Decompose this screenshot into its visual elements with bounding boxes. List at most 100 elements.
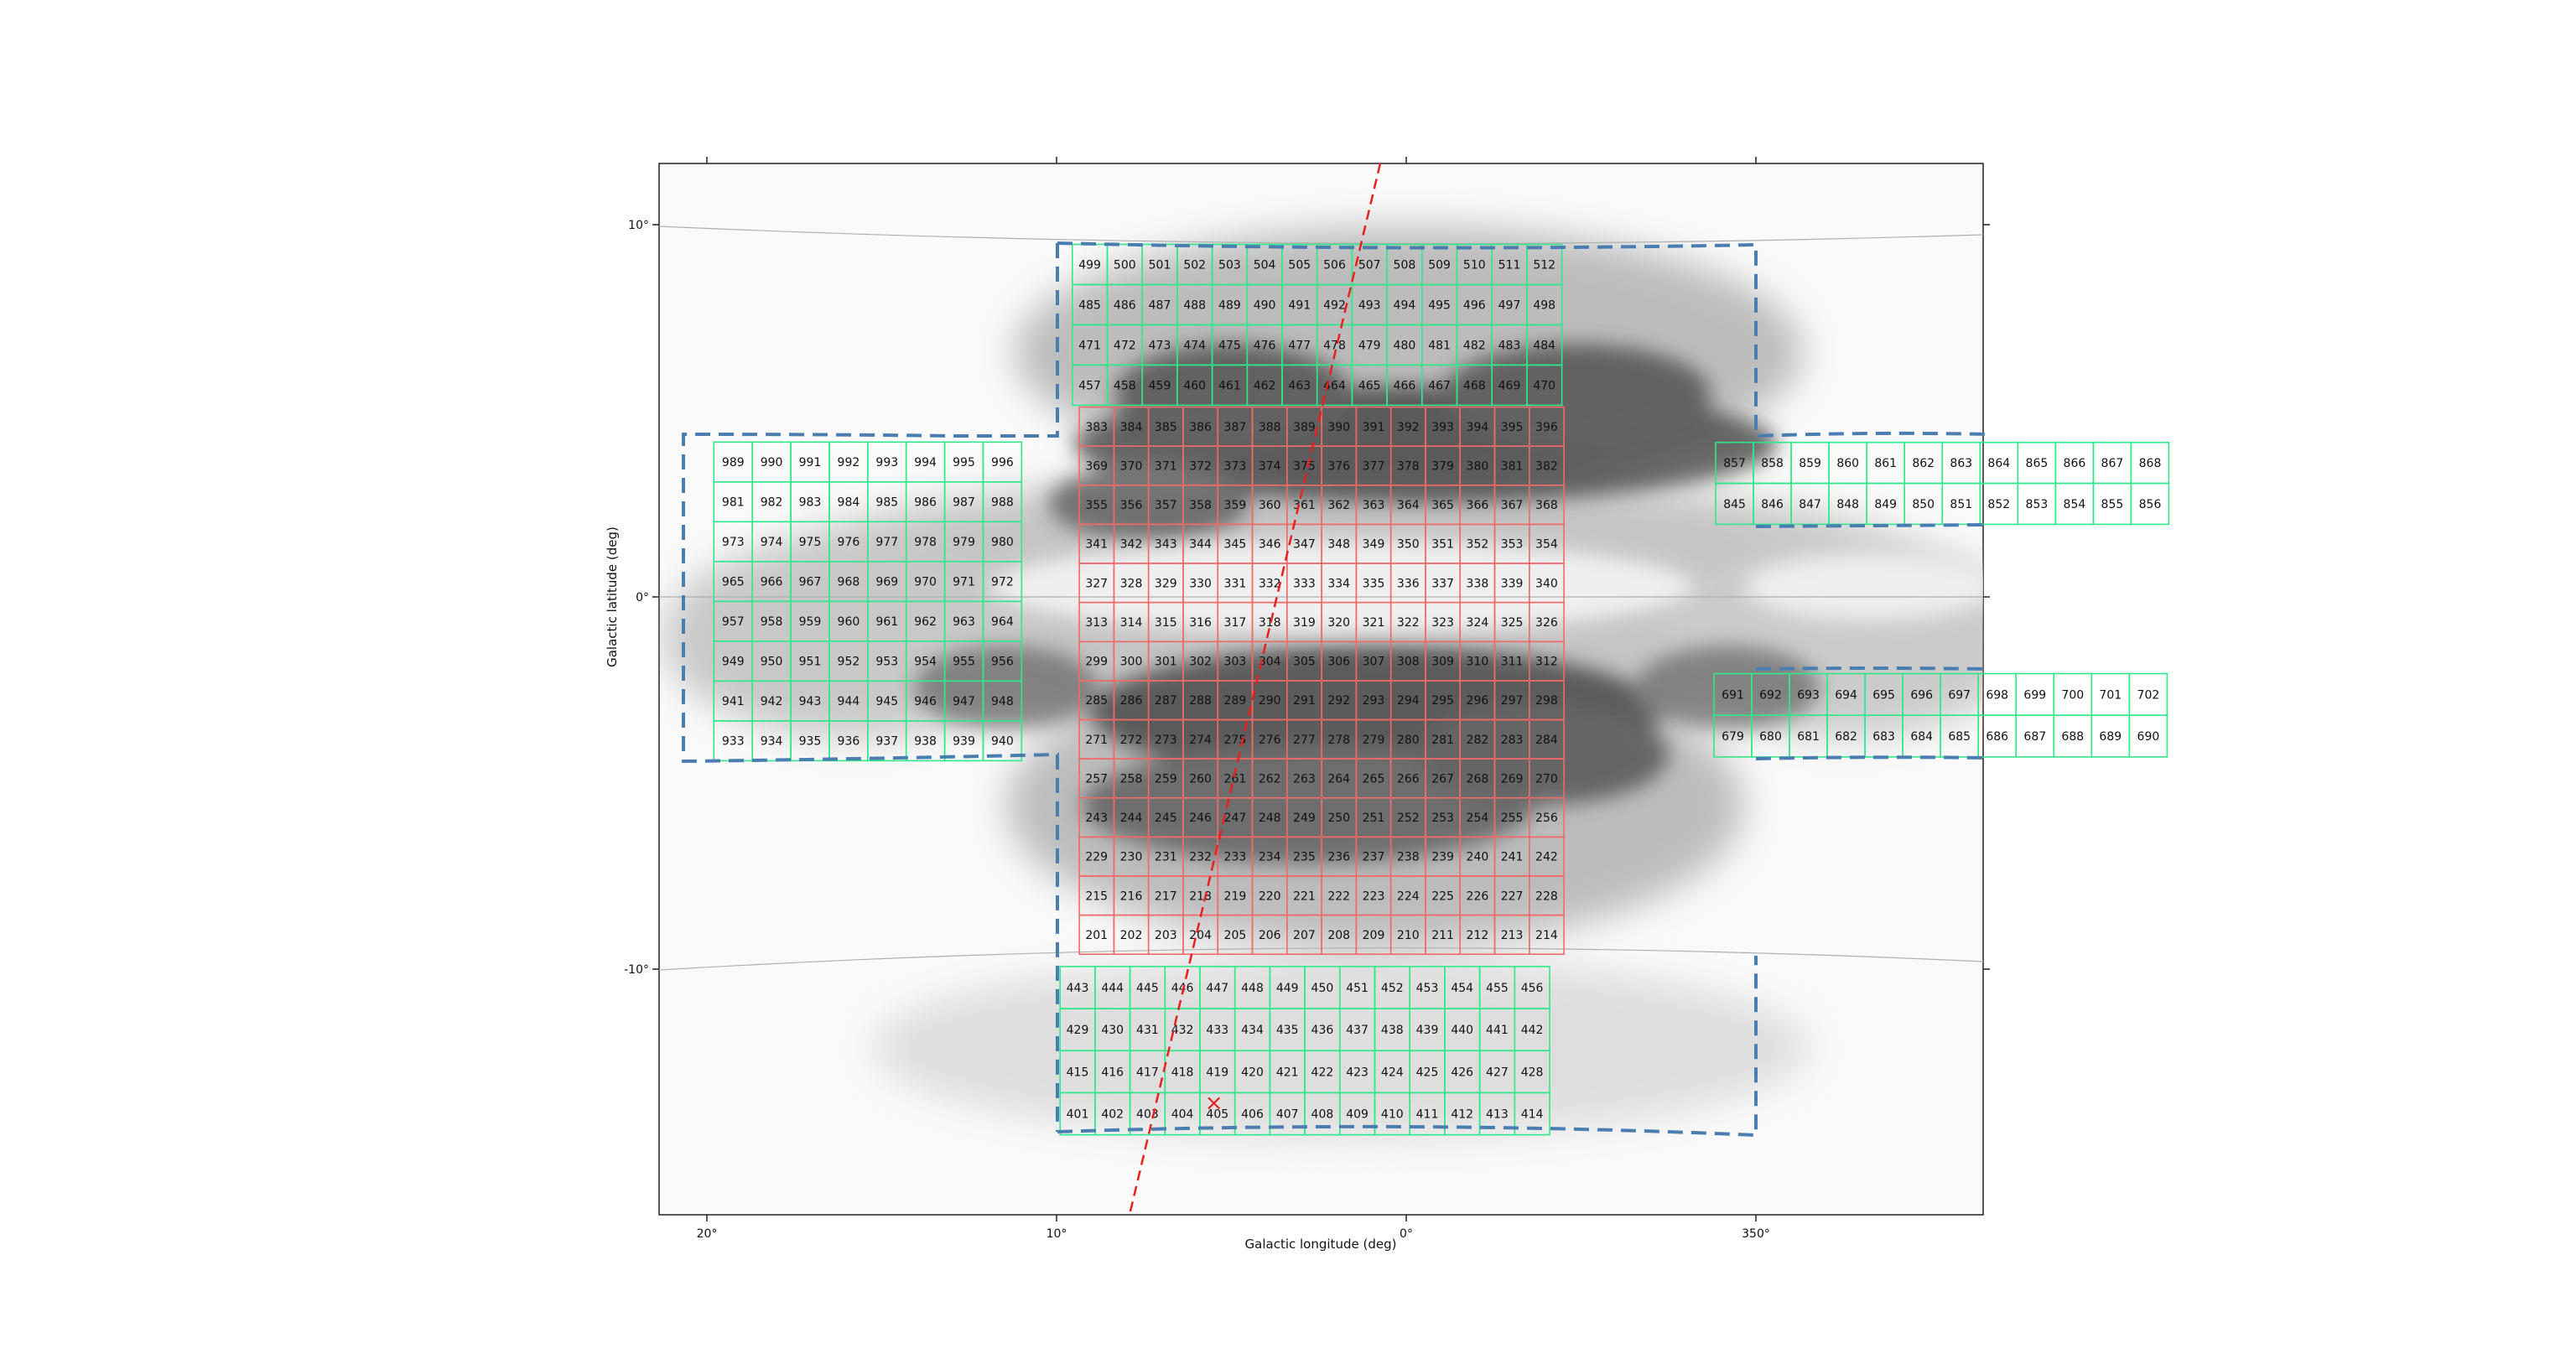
- field-number: 445: [1136, 982, 1159, 995]
- field-number: 220: [1259, 889, 1281, 903]
- field-number: 461: [1218, 379, 1241, 392]
- field-number: 970: [914, 576, 937, 589]
- field-number: 501: [1149, 259, 1171, 272]
- field-cell: [2128, 672, 2168, 717]
- field-number: 351: [1431, 538, 1454, 552]
- field-number: 262: [1259, 773, 1281, 786]
- field-number: 498: [1533, 299, 1555, 313]
- field-number: 510: [1463, 259, 1486, 272]
- field-number: 233: [1224, 851, 1247, 864]
- field-number: 246: [1189, 812, 1212, 825]
- field-number: 971: [953, 576, 975, 589]
- field-number: 234: [1259, 851, 1281, 864]
- field-number: 218: [1189, 889, 1212, 903]
- field-number: 503: [1218, 259, 1241, 272]
- field-number: 436: [1311, 1024, 1334, 1037]
- field-number: 359: [1224, 499, 1247, 512]
- field-number: 680: [1759, 730, 1782, 744]
- field-number: 275: [1224, 734, 1247, 747]
- field-number: 938: [914, 735, 937, 749]
- field-number: 462: [1254, 379, 1276, 392]
- field-number: 447: [1206, 982, 1228, 995]
- x-tick-label: 350°: [1742, 1227, 1770, 1241]
- field-number: 967: [799, 576, 822, 589]
- y-tick-label: 10°: [628, 219, 649, 232]
- field-number: 699: [2023, 688, 2046, 702]
- field-number: 427: [1486, 1066, 1509, 1079]
- field-number: 384: [1120, 421, 1143, 434]
- field-number: 288: [1189, 694, 1212, 708]
- field-number: 259: [1155, 773, 1177, 786]
- field-number: 426: [1451, 1066, 1473, 1079]
- field-number: 481: [1428, 339, 1451, 352]
- field-number: 223: [1363, 889, 1385, 903]
- field-number: 945: [875, 695, 898, 708]
- field-number: 495: [1428, 299, 1451, 313]
- field-number: 236: [1327, 851, 1350, 864]
- field-number: 860: [1836, 457, 1859, 470]
- field-number: 227: [1501, 889, 1524, 903]
- field-number: 996: [991, 456, 1014, 469]
- field-number: 465: [1358, 379, 1381, 392]
- field-number: 683: [1872, 730, 1895, 744]
- field-number: 360: [1259, 499, 1281, 512]
- field-number: 266: [1397, 773, 1420, 786]
- field-number: 453: [1416, 982, 1439, 995]
- field-number: 230: [1120, 851, 1143, 864]
- field-number: 477: [1288, 339, 1311, 352]
- field-number: 451: [1346, 982, 1368, 995]
- field-number: 981: [722, 496, 745, 510]
- field-number: 310: [1467, 656, 1489, 669]
- field-number: 235: [1293, 851, 1316, 864]
- field-number: 459: [1149, 379, 1171, 392]
- field-number: 342: [1120, 538, 1143, 552]
- field-number: 512: [1533, 259, 1555, 272]
- field-number: 320: [1327, 616, 1350, 630]
- field-number: 424: [1381, 1066, 1404, 1079]
- y-tick-label: 0°: [636, 591, 649, 604]
- field-number: 279: [1363, 734, 1385, 747]
- field-number: 418: [1171, 1066, 1194, 1079]
- field-cell: [1526, 243, 1563, 286]
- field-number: 375: [1293, 460, 1316, 474]
- field-number: 994: [914, 456, 937, 469]
- field-number: 421: [1276, 1066, 1299, 1079]
- field-number: 934: [761, 735, 783, 749]
- field-number: 952: [838, 656, 860, 669]
- field-number: 379: [1431, 460, 1454, 474]
- field-number: 332: [1259, 577, 1281, 590]
- field-number: 689: [2099, 730, 2122, 744]
- field-number: 349: [1363, 538, 1385, 552]
- field-number: 497: [1498, 299, 1521, 313]
- field-number: 428: [1521, 1066, 1544, 1079]
- field-number: 293: [1363, 694, 1385, 708]
- field-number: 371: [1155, 460, 1177, 474]
- field-number: 976: [838, 536, 860, 549]
- field-number: 857: [1723, 457, 1746, 470]
- field-number: 979: [953, 536, 975, 549]
- field-number: 330: [1189, 577, 1212, 590]
- field-number: 438: [1381, 1024, 1404, 1037]
- field-number: 303: [1224, 656, 1247, 669]
- field-number: 853: [2026, 498, 2049, 511]
- field-number: 957: [722, 615, 745, 629]
- field-number: 491: [1288, 299, 1311, 313]
- grid-bulge-center: 201 202 203 204 205 206 207 208 209 210 211 212 213 2…: [1078, 406, 1565, 955]
- field-number: 974: [761, 536, 783, 549]
- field-number: 393: [1431, 421, 1454, 434]
- field-number: 390: [1327, 421, 1350, 434]
- field-number: 868: [2139, 457, 2162, 470]
- field-number: 958: [761, 615, 783, 629]
- field-number: 319: [1293, 616, 1316, 630]
- field-number: 950: [761, 656, 783, 669]
- field-number: 252: [1397, 812, 1420, 825]
- field-number: 507: [1358, 259, 1381, 272]
- field-number: 965: [722, 576, 745, 589]
- field-number: 692: [1759, 688, 1782, 702]
- field-number: 849: [1874, 498, 1897, 511]
- field-number: 369: [1085, 460, 1108, 474]
- field-number: 225: [1431, 889, 1454, 903]
- field-number: 408: [1311, 1108, 1334, 1122]
- field-number: 484: [1533, 339, 1555, 352]
- field-number: 353: [1501, 538, 1524, 552]
